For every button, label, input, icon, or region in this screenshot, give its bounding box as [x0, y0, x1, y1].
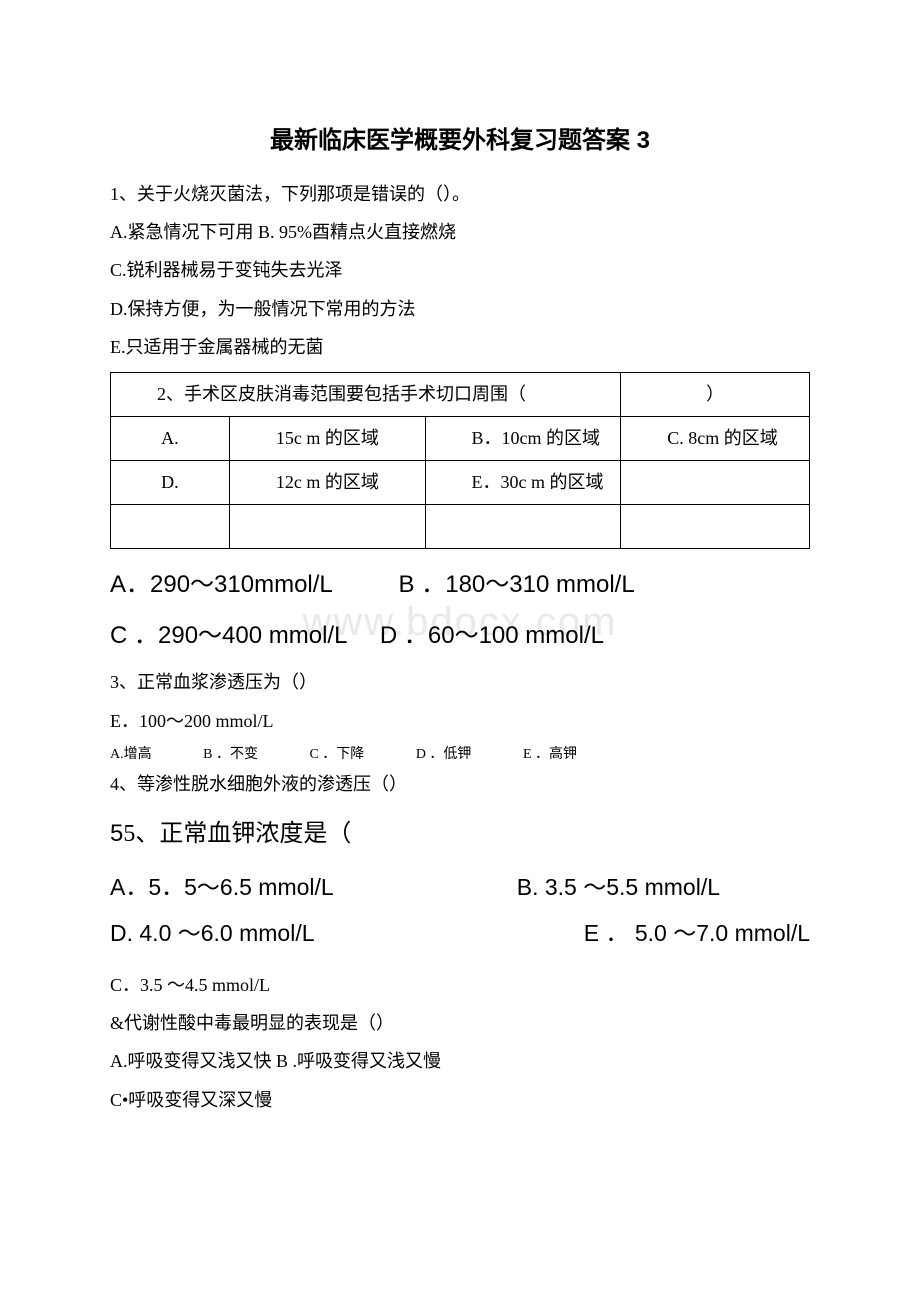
q3-opts-ab: A．290～310mmol/L B ．180～310 mmol/L [110, 563, 810, 606]
q8-opts-ab: A.呼吸变得又浅又快 B .呼吸变得又浅又慢 [110, 1044, 810, 1078]
q3-stem: 3、正常血浆渗透压为（） [110, 665, 810, 699]
q2-table: 2、手术区皮肤消毒范围要包括手术切口周围（ ） A. 15c m 的区域 B．1… [110, 372, 810, 549]
q5-opt-a: A．5．5～6.5 mmol/L [110, 864, 334, 910]
document-content: 最新临床医学概要外科复习题答案 3 1、关于火烧灭菌法，下列那项是错误的（）。 … [110, 120, 810, 1117]
q4-opt-b: B ．不变 [203, 742, 258, 767]
q2-empty4 [621, 504, 810, 548]
q3-opt-e: E．100～200 mmol/L [110, 704, 810, 738]
q2-empty2 [229, 504, 425, 548]
q3-opts-cd: C ．290～400 mmol/L D ．60～100 mmol/L [110, 614, 810, 657]
q5-num: 5 [110, 820, 123, 847]
q5-opt-b: B. 3.5 ～5.5 mmol/L [517, 864, 720, 910]
q5-row-ab: A．5．5～6.5 mmol/L B. 3.5 ～5.5 mmol/L [110, 864, 810, 910]
q4-opt-a: A.增高 [110, 742, 152, 767]
q2-paren-cell: ） [621, 372, 810, 416]
q4-stem: 4、等渗性脱水细胞外液的渗透压（） [110, 767, 810, 801]
q2-c-text: C. 8cm 的区域 [621, 416, 810, 460]
q2-d-text: 12c m 的区域 [229, 460, 425, 504]
q2-empty-cell [621, 460, 810, 504]
q5-stem: 55、正常血钾浓度是（ [110, 813, 810, 848]
q5-opt-e: E ． 5.0 ～7.0 mmol/L [584, 910, 810, 956]
q1-opt-c: C.锐利器械易于变钝失去光泽 [110, 253, 810, 287]
q4-options: A.增高 B ．不变 C ．下降 D ．低钾 E ．高钾 [110, 742, 810, 767]
q4-opt-d: D ．低钾 [416, 742, 472, 767]
q5-text: 5、正常血钾浓度是（ [123, 821, 351, 847]
q2-empty1 [111, 504, 230, 548]
q4-opt-e: E ．高钾 [523, 742, 577, 767]
q1-opt-e: E.只适用于金属器械的无菌 [110, 330, 810, 364]
q1-opt-a: A.紧急情况下可用 B. 95%酉精点火直接燃烧 [110, 215, 810, 249]
q2-a-label: A. [111, 416, 230, 460]
q2-e-text: E．30c m 的区域 [425, 460, 621, 504]
q2-d-label: D. [111, 460, 230, 504]
q2-a-text: 15c m 的区域 [229, 416, 425, 460]
q5-row-de: D. 4.0 ～6.0 mmol/L E ． 5.0 ～7.0 mmol/L [110, 910, 810, 956]
q2-b-text: B．10cm 的区域 [425, 416, 621, 460]
q4-opt-c: C ．下降 [309, 742, 364, 767]
page-title: 最新临床医学概要外科复习题答案 3 [110, 120, 810, 155]
q1-opt-d: D.保持方便，为一般情况下常用的方法 [110, 292, 810, 326]
q2-empty3 [425, 504, 621, 548]
q8-stem: &代谢性酸中毒最明显的表现是（） [110, 1006, 810, 1040]
q8-opt-c: C•呼吸变得又深又慢 [110, 1083, 810, 1117]
q5-opt-d: D. 4.0 ～6.0 mmol/L [110, 910, 315, 956]
q2-stem-cell: 2、手术区皮肤消毒范围要包括手术切口周围（ [111, 372, 621, 416]
q1-stem: 1、关于火烧灭菌法，下列那项是错误的（）。 [110, 177, 810, 211]
q5-opt-c: C．3.5 ～4.5 mmol/L [110, 968, 810, 1002]
